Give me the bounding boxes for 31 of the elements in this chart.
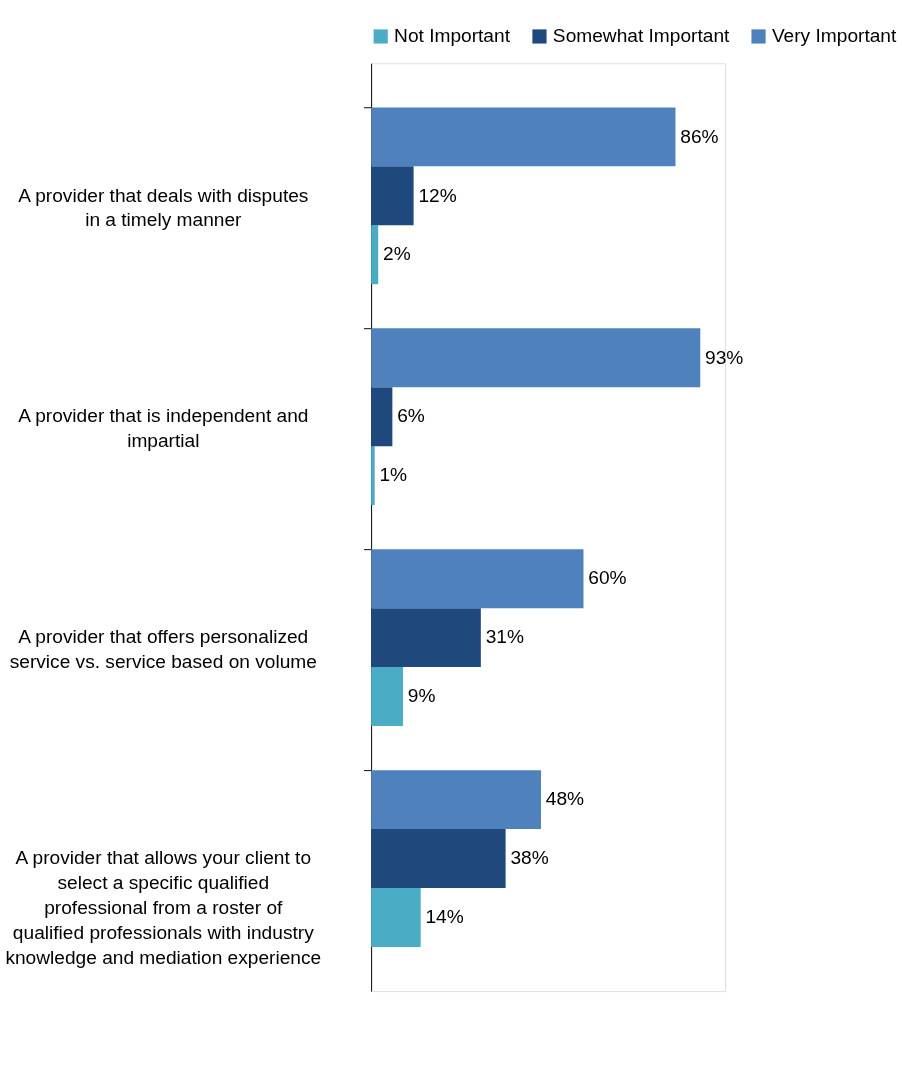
y-tick-label: A provider that deals with disputes in a timely manner [18,184,309,231]
legend-label: Not Important [394,25,511,47]
legend-label: Very Important [771,25,897,47]
legend-label: Somewhat Important [552,25,731,47]
y-tick-label: A provider that is independent and impartial [18,405,309,452]
bar [371,608,481,668]
bar [371,829,506,888]
data-label: 31% [485,626,524,648]
data-label: 6% [397,405,425,427]
bar [371,446,375,506]
bar [371,770,542,830]
data-label: 12% [418,184,457,206]
data-label: 14% [425,906,464,928]
bar [371,549,584,609]
bar [371,328,701,388]
bar [371,667,403,726]
bar [371,107,676,167]
data-label: 1% [379,464,408,486]
data-label: 2% [382,243,411,265]
data-label: 38% [510,847,549,869]
data-label: 93% [705,346,744,368]
bar [371,387,393,447]
bar [371,166,414,226]
data-label: 48% [545,788,585,810]
data-label: 60% [588,567,627,589]
data-label: 9% [407,685,436,707]
data-label: 86% [680,125,719,147]
y-tick-label: A provider that offers personalized service vs. service based on volume [9,626,317,673]
bar [371,225,379,285]
bar [371,888,421,947]
y-tick-label: A provider that allows your client to select a specific qualified professional from a roster of qualified professionals with industry knowledge and mediation experience [5,847,322,968]
